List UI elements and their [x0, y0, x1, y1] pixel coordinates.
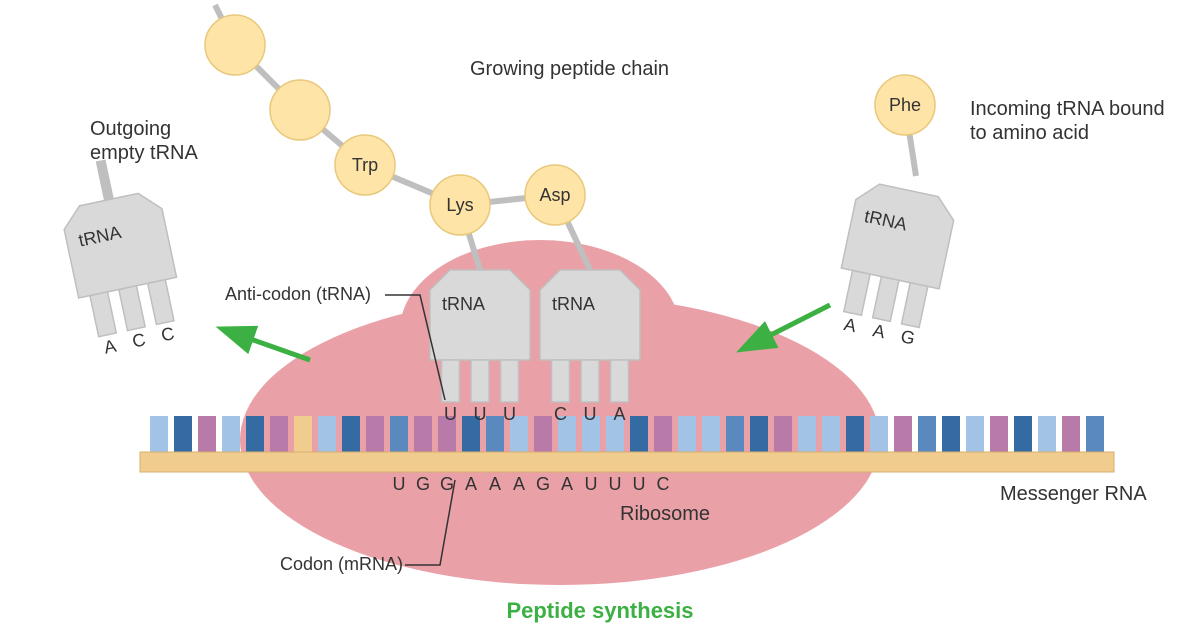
- codon-letter: C: [657, 474, 670, 494]
- mrna-base: [174, 416, 192, 452]
- amino-acid-label: Trp: [352, 155, 378, 175]
- mrna-base: [1062, 416, 1080, 452]
- trna-leg: [471, 360, 489, 402]
- mrna-base: [270, 416, 288, 452]
- trna-leg: [90, 292, 116, 337]
- mrna-base: [630, 416, 648, 452]
- trna-leg: [873, 277, 899, 322]
- mrna-base: [966, 416, 984, 452]
- amino-acid: [205, 15, 265, 75]
- label-outgoing-trna: Outgoing: [90, 118, 171, 140]
- mrna-base: [726, 416, 744, 452]
- anticodon-letter: C: [130, 329, 147, 351]
- mrna-base: [1086, 416, 1104, 452]
- peptide-chain: Trp Lys Asp: [205, 5, 590, 270]
- mrna-base: [246, 416, 264, 452]
- trna-body: [430, 270, 530, 360]
- trna-body: [540, 270, 640, 360]
- mrna-base: [534, 416, 552, 452]
- arrow-outgoing: [225, 330, 310, 360]
- anticodon-letter: C: [554, 404, 567, 424]
- mrna-base: [654, 416, 672, 452]
- anticodon-letter: A: [871, 320, 887, 342]
- anticodon-letter: U: [474, 404, 487, 424]
- mrna-base: [822, 416, 840, 452]
- trna-p-site: UUUtRNA: [430, 270, 530, 424]
- mrna-base: [150, 416, 168, 452]
- trna-leg: [119, 286, 145, 331]
- diagram-title: Peptide synthesis: [506, 598, 693, 623]
- trna-leg: [552, 360, 570, 402]
- trna-incoming: AAGtRNA: [828, 180, 958, 351]
- codon-letter: A: [561, 474, 573, 494]
- mrna-base: [198, 416, 216, 452]
- mrna-base: [294, 416, 312, 452]
- trna-stem: [96, 159, 114, 200]
- mrna-base: [918, 416, 936, 452]
- anticodon-letter: U: [444, 404, 457, 424]
- anticodon-letter: A: [613, 404, 625, 424]
- label-incoming-trna: Incoming tRNA bound: [970, 98, 1165, 120]
- trna-leg: [581, 360, 599, 402]
- label-growing-chain: Growing peptide chain: [470, 58, 669, 80]
- mrna-base: [486, 416, 504, 452]
- mrna-base: [222, 416, 240, 452]
- amino-acid-label: Lys: [446, 195, 473, 215]
- trna-outgoing: ACCtRNA: [52, 150, 190, 361]
- codon-letter: A: [513, 474, 525, 494]
- label-anticodon: Anti-codon (tRNA): [225, 284, 371, 304]
- codon-letter: U: [633, 474, 646, 494]
- mrna-base: [366, 416, 384, 452]
- mrna-base: [1038, 416, 1056, 452]
- anticodon-letter: A: [102, 336, 118, 358]
- mrna-base: [990, 416, 1008, 452]
- diagram-canvas: UGGAAAGAUUUCTrpLysAspPheUUUtRNACUAtRNAAC…: [0, 0, 1200, 642]
- trna-a-site: CUAtRNA: [540, 270, 640, 424]
- mrna-base: [894, 416, 912, 452]
- mrna-base: [942, 416, 960, 452]
- label-mrna: Messenger RNA: [1000, 483, 1147, 505]
- amino-acid: [270, 80, 330, 140]
- mrna-backbone: [140, 452, 1114, 472]
- label-ribosome: Ribosome: [620, 503, 710, 525]
- trna-leg: [844, 270, 870, 315]
- mrna-base: [774, 416, 792, 452]
- mrna-base: [678, 416, 696, 452]
- label-outgoing-trna: empty tRNA: [90, 142, 198, 164]
- anticodon-letter: C: [159, 323, 176, 345]
- amino-acid-label: Asp: [539, 185, 570, 205]
- trna-label: tRNA: [442, 294, 485, 314]
- anticodon-letter: U: [584, 404, 597, 424]
- trna-leg: [611, 360, 629, 402]
- codon-letter: A: [489, 474, 501, 494]
- mrna-base: [846, 416, 864, 452]
- mrna-base: [342, 416, 360, 452]
- mrna-base: [318, 416, 336, 452]
- mrna-base: [414, 416, 432, 452]
- trna-leg: [148, 280, 174, 325]
- label-incoming-trna: to amino acid: [970, 122, 1089, 144]
- codon-letter: U: [393, 474, 406, 494]
- codon-letter: G: [416, 474, 430, 494]
- mrna-base: [750, 416, 768, 452]
- codon-letter: U: [585, 474, 598, 494]
- codon-letter: A: [465, 474, 477, 494]
- codon-letter: G: [536, 474, 550, 494]
- codon-letter: G: [440, 474, 454, 494]
- codon-letter: U: [609, 474, 622, 494]
- label-codon: Codon (mRNA): [280, 554, 403, 574]
- mrna-base: [390, 416, 408, 452]
- trna-leg: [501, 360, 519, 402]
- mrna-base: [798, 416, 816, 452]
- anticodon-letter: G: [899, 326, 917, 348]
- trna-leg: [902, 283, 928, 328]
- anticodon-letter: U: [503, 404, 516, 424]
- mrna-base: [1014, 416, 1032, 452]
- mrna-base: [702, 416, 720, 452]
- anticodon-letter: A: [842, 314, 858, 336]
- amino-acid-label: Phe: [889, 95, 921, 115]
- mrna-base: [870, 416, 888, 452]
- trna-label: tRNA: [552, 294, 595, 314]
